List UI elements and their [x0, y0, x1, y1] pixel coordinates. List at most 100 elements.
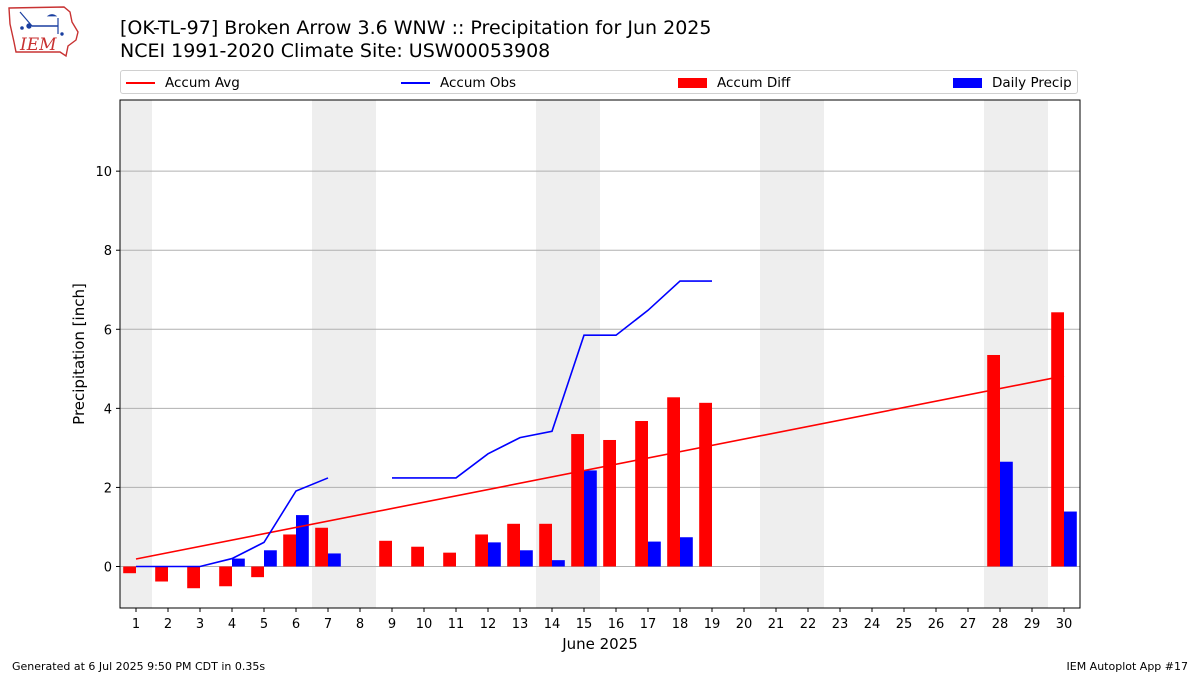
x-tick-label: 9 [388, 617, 396, 632]
legend-item-accum-avg: Accum Avg [126, 74, 240, 92]
x-axis-label: June 2025 [561, 635, 638, 653]
accum-diff-bar [987, 354, 1000, 567]
accum-diff-bar [315, 527, 328, 567]
accum-diff-bar [507, 523, 520, 567]
bars [123, 312, 1077, 589]
chart-title: [OK-TL-97] Broken Arrow 3.6 WNW :: Preci… [120, 17, 712, 39]
accum-diff-bar [1051, 312, 1064, 567]
daily-precip-bar [232, 558, 245, 567]
legend-label: Accum Avg [165, 75, 240, 91]
x-tick-label: 5 [260, 617, 268, 632]
x-tick-label: 12 [480, 617, 497, 632]
accum-diff-bar [603, 439, 616, 567]
daily-precip-bar [520, 550, 533, 567]
weekend-band [792, 100, 824, 608]
x-tick-label: 26 [928, 617, 945, 632]
x-tick-label: 10 [416, 617, 433, 632]
daily-precip-bar [648, 541, 661, 567]
x-tick-label: 23 [832, 617, 849, 632]
x-tick-label: 14 [544, 617, 561, 632]
iem-logo: IEM [8, 6, 79, 58]
legend-swatch-blue-line [401, 82, 430, 84]
y-tick-label: 10 [95, 165, 112, 180]
legend-swatch-blue-box [953, 78, 982, 88]
weekend-band [536, 100, 568, 608]
plot-frame [119, 99, 1081, 609]
accum-avg-line [135, 375, 1065, 560]
legend-swatch-red-line [126, 82, 155, 84]
accum-diff-bar [539, 523, 552, 567]
daily-precip-bar [552, 560, 565, 567]
accum-diff-bar [635, 421, 648, 567]
x-tick-label: 21 [768, 617, 785, 632]
accum-diff-bar [155, 566, 168, 582]
legend-item-accum-obs: Accum Obs [401, 74, 516, 92]
daily-precip-bar [1064, 511, 1077, 567]
weekend-band [344, 100, 376, 608]
daily-precip-bar [488, 542, 501, 567]
y-tick-label: 8 [104, 244, 112, 259]
accum-diff-bar [251, 566, 264, 578]
daily-precip-bar [328, 553, 341, 567]
x-tick-label: 18 [672, 617, 689, 632]
weather-symbols-icon [19, 11, 64, 36]
legend-item-daily-precip: Daily Precip [953, 74, 1072, 92]
accum-diff-bar [411, 546, 424, 567]
y-tick-label: 2 [104, 481, 112, 496]
daily-precip-bar [1000, 461, 1013, 567]
accum-diff-bar [219, 566, 232, 587]
accum-diff-bar [667, 397, 680, 567]
x-tick-label: 16 [608, 617, 625, 632]
x-tick-label: 19 [704, 617, 721, 632]
accum-diff-bar [475, 534, 488, 567]
y-tick-label: 0 [104, 560, 112, 575]
accum-diff-bar [571, 434, 584, 567]
x-tick-label: 25 [896, 617, 913, 632]
x-tick-label: 6 [292, 617, 300, 632]
daily-precip-bar [264, 550, 277, 567]
legend-item-accum-diff: Accum Diff [678, 74, 790, 92]
x-tick-label: 30 [1056, 617, 1073, 632]
weekend-band [120, 100, 152, 608]
x-tick-label: 13 [512, 617, 529, 632]
x-tick-label: 3 [196, 617, 204, 632]
x-tick-label: 27 [960, 617, 977, 632]
daily-precip-bar [584, 470, 597, 567]
footer-app-id: IEM Autoplot App #17 [1066, 660, 1189, 673]
x-tick-label: 20 [736, 617, 753, 632]
legend-label: Accum Diff [717, 75, 791, 91]
x-tick-label: 24 [864, 617, 881, 632]
legend-label: Daily Precip [992, 75, 1072, 91]
x-tick-label: 2 [164, 617, 172, 632]
footer-generated-time: Generated at 6 Jul 2025 9:50 PM CDT in 0… [12, 660, 266, 673]
x-tick-label: 28 [992, 617, 1009, 632]
x-tick-label: 4 [228, 617, 236, 632]
series-lines [135, 280, 1065, 568]
y-tick-label: 4 [104, 402, 112, 417]
x-tick-label: 8 [356, 617, 364, 632]
x-tick-label: 7 [324, 617, 332, 632]
legend-swatch-red-box [678, 78, 707, 88]
chart-legend: Accum Avg Accum Obs Accum Diff Daily Pre… [120, 70, 1078, 94]
daily-precip-bar [296, 515, 309, 567]
x-tick-label: 11 [448, 617, 465, 632]
y-axis-label: Precipitation [inch] [70, 283, 88, 425]
weekend-shading [120, 100, 1048, 608]
x-tick-label: 1 [132, 617, 140, 632]
accum-diff-bar [283, 534, 296, 567]
weekend-band [1016, 100, 1048, 608]
accum-diff-bar [187, 566, 200, 589]
accum-diff-bar [123, 566, 136, 574]
accum-obs-line [136, 477, 329, 568]
x-tick-label: 17 [640, 617, 657, 632]
accum-diff-bar [379, 540, 392, 567]
weekend-band [760, 100, 792, 608]
chart-subtitle: NCEI 1991-2020 Climate Site: USW00053908 [120, 40, 551, 62]
x-tick-label: 15 [576, 617, 593, 632]
x-tick-label: 29 [1024, 617, 1041, 632]
accum-diff-bar [699, 402, 712, 567]
legend-label: Accum Obs [440, 75, 517, 91]
y-tick-label: 6 [104, 323, 112, 338]
